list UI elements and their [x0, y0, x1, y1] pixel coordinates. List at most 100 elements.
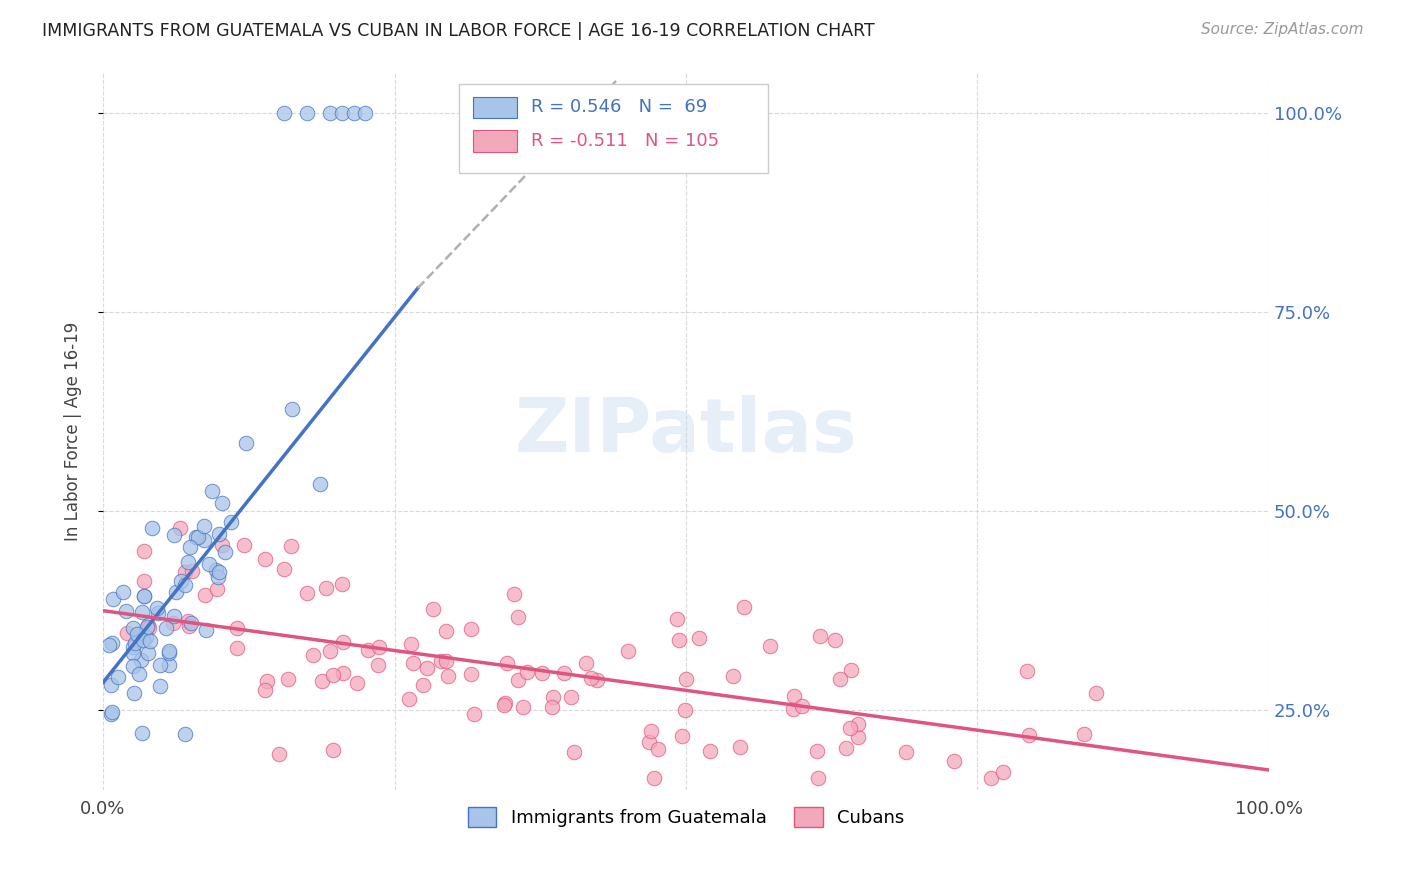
Point	[162, 616, 184, 631]
Point	[1073, 727, 1095, 741]
Point	[208, 526, 231, 541]
Point	[332, 634, 354, 648]
Point	[530, 665, 553, 680]
Point	[319, 644, 342, 658]
Text: R = -0.511   N = 105: R = -0.511 N = 105	[531, 132, 718, 150]
Point	[165, 584, 187, 599]
Text: ZIPatlas: ZIPatlas	[515, 395, 858, 468]
Point	[343, 105, 366, 120]
Point	[221, 515, 243, 529]
Point	[204, 563, 226, 577]
Point	[277, 672, 299, 686]
Point	[330, 577, 353, 591]
Point	[146, 601, 169, 615]
Point	[399, 637, 422, 651]
Point	[193, 533, 215, 547]
Point	[675, 672, 697, 686]
Point	[187, 530, 209, 544]
Point	[177, 614, 200, 628]
Point	[114, 604, 136, 618]
Point	[205, 582, 228, 596]
Point	[617, 644, 640, 658]
Point	[301, 648, 323, 662]
Point	[416, 661, 439, 675]
Point	[846, 717, 869, 731]
Point	[254, 682, 277, 697]
Point	[502, 587, 524, 601]
Point	[180, 565, 202, 579]
Point	[170, 574, 193, 588]
Point	[101, 636, 124, 650]
Point	[101, 705, 124, 719]
Point	[100, 707, 122, 722]
Point	[180, 615, 202, 630]
Point	[330, 105, 353, 120]
Point	[157, 644, 180, 658]
Point	[173, 565, 195, 579]
Point	[198, 557, 221, 571]
Point	[460, 622, 482, 636]
Point	[235, 436, 257, 450]
Point	[673, 703, 696, 717]
Point	[100, 678, 122, 692]
Point	[782, 701, 804, 715]
Point	[128, 667, 150, 681]
Text: R = 0.546   N =  69: R = 0.546 N = 69	[531, 98, 707, 116]
Point	[232, 538, 254, 552]
Point	[122, 659, 145, 673]
Point	[207, 570, 229, 584]
Point	[124, 636, 146, 650]
Point	[311, 674, 333, 689]
Point	[422, 602, 444, 616]
Point	[122, 640, 145, 654]
Point	[211, 496, 233, 510]
Point	[295, 105, 318, 120]
Point	[846, 730, 869, 744]
Point	[254, 552, 277, 566]
Point	[281, 402, 304, 417]
Point	[666, 612, 689, 626]
Point	[494, 696, 516, 710]
Point	[637, 735, 659, 749]
Point	[149, 679, 172, 693]
Point	[492, 698, 515, 712]
Point	[297, 586, 319, 600]
Point	[174, 578, 197, 592]
Point	[806, 743, 828, 757]
Point	[733, 600, 755, 615]
Point	[322, 742, 344, 756]
Point	[157, 646, 180, 660]
Point	[193, 519, 215, 533]
Point	[647, 742, 669, 756]
Point	[436, 624, 458, 639]
Point	[460, 667, 482, 681]
Point	[1017, 664, 1039, 678]
Point	[200, 484, 222, 499]
Point	[398, 692, 420, 706]
Point	[759, 639, 782, 653]
Point	[132, 632, 155, 647]
Point	[177, 555, 200, 569]
Point	[124, 686, 146, 700]
Point	[149, 658, 172, 673]
Point	[135, 620, 157, 634]
Point	[540, 700, 562, 714]
Point	[136, 618, 159, 632]
Point	[131, 605, 153, 619]
Point	[346, 676, 368, 690]
Legend: Immigrants from Guatemala, Cubans: Immigrants from Guatemala, Cubans	[460, 799, 911, 835]
Point	[117, 625, 139, 640]
Point	[516, 665, 538, 680]
Point	[146, 606, 169, 620]
Bar	[472, 130, 517, 152]
Point	[430, 654, 453, 668]
Point	[699, 744, 721, 758]
Point	[132, 589, 155, 603]
Point	[315, 582, 337, 596]
Point	[579, 671, 602, 685]
Point	[437, 669, 460, 683]
Point	[980, 771, 1002, 785]
Point	[560, 690, 582, 705]
Point	[267, 747, 290, 762]
Point	[319, 105, 342, 120]
